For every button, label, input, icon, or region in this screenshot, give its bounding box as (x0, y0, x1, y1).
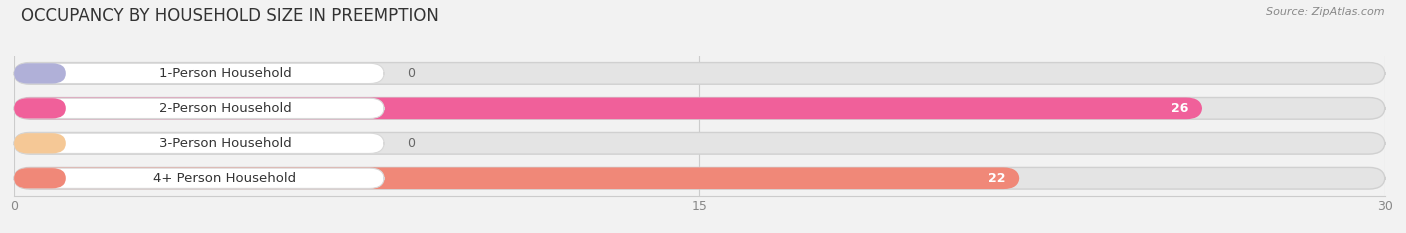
Text: 0: 0 (408, 137, 415, 150)
Text: 3-Person Household: 3-Person Household (159, 137, 291, 150)
Text: 2-Person Household: 2-Person Household (159, 102, 291, 115)
FancyBboxPatch shape (14, 62, 1385, 84)
FancyBboxPatch shape (14, 133, 66, 153)
FancyBboxPatch shape (14, 63, 384, 83)
Text: 4+ Person Household: 4+ Person Household (153, 172, 297, 185)
Text: 0: 0 (408, 67, 415, 80)
FancyBboxPatch shape (14, 98, 66, 118)
FancyBboxPatch shape (14, 63, 66, 83)
FancyBboxPatch shape (14, 97, 1202, 119)
Text: 22: 22 (988, 172, 1005, 185)
FancyBboxPatch shape (14, 98, 384, 118)
FancyBboxPatch shape (14, 168, 66, 188)
FancyBboxPatch shape (14, 132, 1385, 154)
FancyBboxPatch shape (14, 167, 1385, 189)
FancyBboxPatch shape (14, 97, 1385, 119)
Text: 26: 26 (1171, 102, 1188, 115)
FancyBboxPatch shape (14, 167, 1019, 189)
Text: 1-Person Household: 1-Person Household (159, 67, 291, 80)
Text: Source: ZipAtlas.com: Source: ZipAtlas.com (1267, 7, 1385, 17)
FancyBboxPatch shape (14, 133, 384, 153)
FancyBboxPatch shape (14, 168, 384, 188)
Text: OCCUPANCY BY HOUSEHOLD SIZE IN PREEMPTION: OCCUPANCY BY HOUSEHOLD SIZE IN PREEMPTIO… (21, 7, 439, 25)
